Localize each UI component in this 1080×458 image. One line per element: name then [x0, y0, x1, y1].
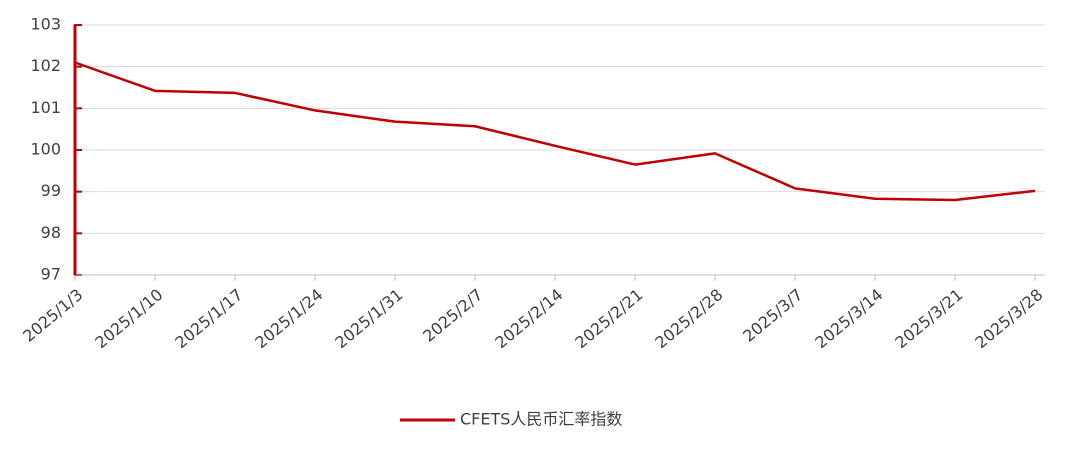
x-tick-label: 2025/3/14 [811, 285, 886, 352]
y-tick-label: 102 [30, 56, 61, 75]
x-tick-label: 2025/2/14 [491, 285, 566, 352]
y-tick-label: 99 [41, 181, 61, 200]
x-tick-label: 2025/3/21 [891, 285, 966, 352]
x-tick-label: 2025/2/28 [651, 285, 726, 352]
x-tick-label: 2025/1/3 [19, 285, 86, 346]
x-tick-label: 2025/1/10 [91, 285, 166, 352]
line-series [74, 61, 1036, 202]
y-tick-label: 98 [41, 223, 61, 242]
x-tick-label: 2025/3/28 [971, 285, 1046, 352]
x-tick-label: 2025/1/24 [251, 285, 326, 352]
y-tick-label: 101 [30, 98, 61, 117]
x-tick-label: 2025/1/31 [331, 285, 406, 352]
x-tick-label: 2025/2/7 [419, 285, 486, 346]
x-tick-label: 2025/2/21 [571, 285, 646, 352]
x-tick-label: 2025/1/17 [171, 285, 246, 352]
x-tick-label: 2025/3/7 [739, 285, 806, 346]
y-tick-label: 103 [30, 15, 61, 34]
legend-label: CFETS人民币汇率指数 [460, 410, 622, 429]
y-tick-label: 97 [41, 265, 61, 284]
y-tick-label: 100 [30, 140, 61, 159]
